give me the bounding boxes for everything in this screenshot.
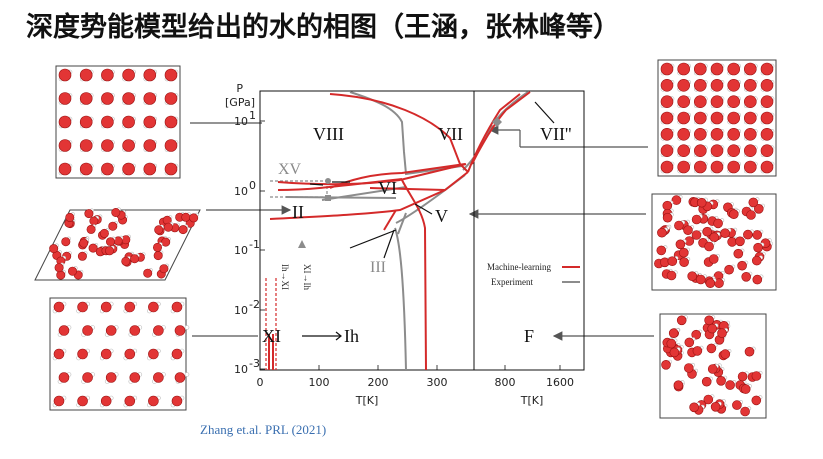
x-axis-label-left: T[K]	[355, 394, 379, 407]
slide-title: 深度势能模型给出的水的相图（王涵，张林峰等）	[26, 12, 620, 43]
phase-label-xi: XI	[262, 326, 281, 346]
y-tick-label: 10	[234, 185, 248, 198]
phase-label-f: F	[524, 326, 534, 346]
y-tick-label: 10	[234, 115, 248, 128]
y-tick-exponent: -1	[249, 238, 260, 251]
x-tick-1600: 1600	[546, 376, 574, 389]
y-tick-exponent: -3	[249, 357, 260, 370]
phase-label-iii: III	[370, 259, 386, 276]
transition-xi-to-ih: XI→Ih	[302, 264, 312, 290]
x-tick-200: 200	[368, 376, 389, 389]
y-tick-label: 10	[234, 304, 248, 317]
y-tick-exponent: 1	[249, 109, 256, 122]
ice-ii-structure	[34, 207, 201, 281]
x-tick-800: 800	[495, 376, 516, 389]
phase-label-vii2: VII''	[540, 124, 571, 144]
y-tick-exponent: -2	[249, 298, 260, 311]
ice-vii2-structure	[657, 59, 777, 177]
y-tick-label: 10	[234, 363, 248, 376]
phase-label-v: V	[435, 206, 448, 226]
phase-label-ih: Ih	[344, 326, 359, 346]
y-tick-exponent: 0	[249, 179, 256, 192]
fluid-structure	[659, 313, 767, 419]
y-axis-label: P	[236, 82, 243, 95]
phase-label-ii: II	[292, 202, 304, 222]
x-tick-300: 300	[427, 376, 448, 389]
legend-exp-label: Experiment	[491, 277, 533, 287]
phase-label-viii: VIII	[313, 124, 344, 144]
citation: Zhang et.al. PRL (2021)	[200, 422, 327, 437]
y-tick-label: 10	[234, 244, 248, 257]
x-tick-100: 100	[309, 376, 330, 389]
phase-label-vii: VII	[438, 124, 463, 144]
transition-ih-to-xi: Ih→XI	[280, 264, 290, 290]
ice-v-structure	[651, 193, 777, 291]
y-axis-unit: [GPa]	[225, 96, 255, 109]
phase-label-xv: XV	[278, 161, 302, 178]
x-tick-0: 0	[257, 376, 264, 389]
x-axis-label-right: T[K]	[520, 394, 544, 407]
ice-xi-structure	[49, 297, 190, 411]
legend-ml-label: Machine-learning	[487, 262, 551, 272]
right-panel-frame	[473, 90, 585, 371]
phase-label-vi: VI	[378, 178, 397, 198]
ice-viii-structure	[55, 65, 181, 179]
